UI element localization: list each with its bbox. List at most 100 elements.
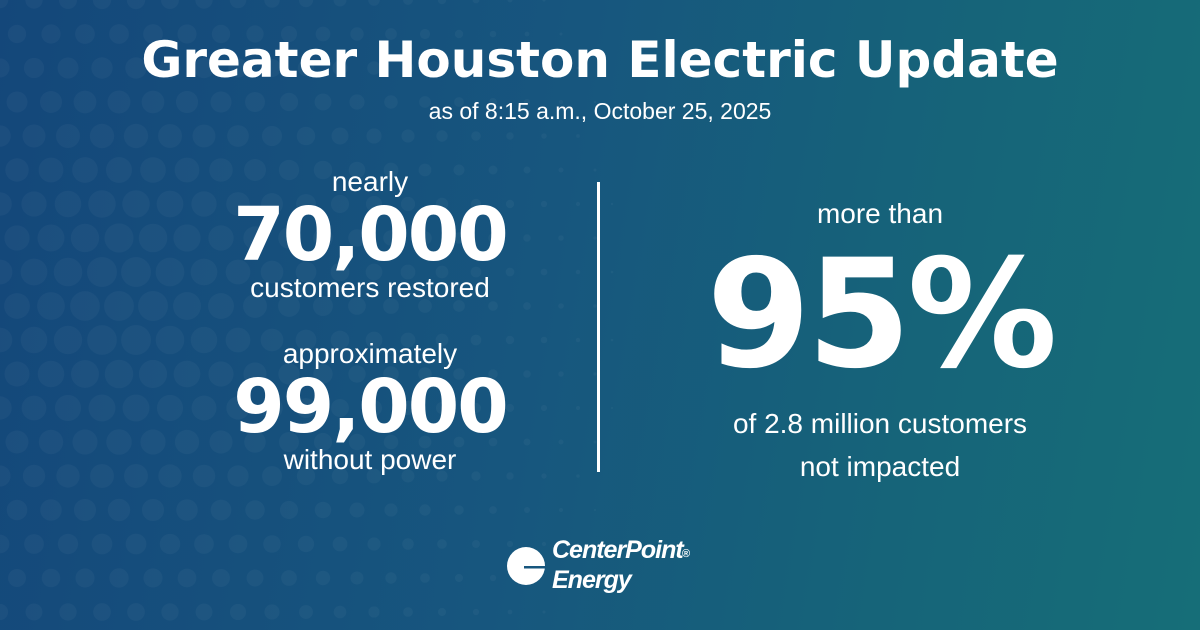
decor-dot xyxy=(122,190,150,218)
decor-dot xyxy=(21,327,48,354)
decor-dot xyxy=(56,464,79,487)
decor-dot xyxy=(212,569,230,587)
decor-dot xyxy=(87,257,117,287)
decor-dot xyxy=(88,190,116,218)
decor-dot xyxy=(121,257,151,287)
decor-dot xyxy=(124,124,148,148)
decor-dot xyxy=(108,499,130,521)
decor-dot xyxy=(0,125,11,147)
decor-dot xyxy=(402,538,414,550)
decor-dot xyxy=(316,571,330,585)
decor-dot xyxy=(56,124,80,148)
decor-dot xyxy=(123,395,150,422)
decor-dot xyxy=(385,572,396,583)
decor-dot xyxy=(245,500,265,520)
decor-dot xyxy=(229,535,248,554)
decor-dot xyxy=(70,291,100,321)
decor-dot xyxy=(160,534,181,555)
decor-dot xyxy=(0,465,11,486)
decor-dot xyxy=(23,465,45,487)
stat-without-power-qualifier: approximately xyxy=(282,338,458,369)
decor-dot xyxy=(454,505,464,515)
decor-dot xyxy=(90,464,114,488)
logo-orb-icon xyxy=(507,547,546,585)
decor-dot xyxy=(490,575,496,581)
decor-dot xyxy=(59,0,77,9)
decor-dot xyxy=(508,0,513,3)
logo-registered-mark: ® xyxy=(682,548,691,560)
decor-dot xyxy=(8,569,26,587)
decor-dot xyxy=(489,506,497,514)
decor-dot xyxy=(230,0,247,8)
decor-dot xyxy=(0,260,12,285)
decor-dot xyxy=(92,534,113,555)
decor-dot xyxy=(472,540,480,548)
decor-dot xyxy=(38,225,65,252)
decor-dot xyxy=(351,572,364,585)
decor-dot xyxy=(121,325,151,355)
decor-dot xyxy=(281,570,297,586)
decor-dot xyxy=(438,0,446,4)
decor-dot xyxy=(104,291,134,321)
decor-dot xyxy=(0,328,12,353)
decor-dot xyxy=(368,606,379,617)
decor-dot xyxy=(0,0,8,8)
decor-dot xyxy=(0,535,9,554)
decor-dot xyxy=(38,361,65,388)
decor-dot xyxy=(6,431,29,454)
decor-dot xyxy=(230,604,246,620)
decor-dot xyxy=(89,395,116,422)
decor-dot xyxy=(524,507,530,513)
decor-dot xyxy=(54,258,83,287)
decor-dot xyxy=(332,128,349,145)
decor-dot xyxy=(299,0,313,7)
stat-restored: nearly 70,000 customers restored xyxy=(150,166,590,304)
decor-dot xyxy=(333,537,348,552)
decor-dot xyxy=(54,326,82,354)
decor-dot xyxy=(127,0,145,9)
decor-dot xyxy=(576,134,580,138)
stat-not-impacted-label: of 2.8 million customers not impacted xyxy=(650,402,1110,489)
logo-text-line2: Energy xyxy=(552,566,632,594)
stat-restored-label: customers restored xyxy=(250,272,490,304)
decor-dot xyxy=(39,158,64,183)
stat-not-impacted-label-line2: not impacted xyxy=(799,451,961,483)
decor-dot xyxy=(0,604,8,620)
decor-dot xyxy=(74,499,96,521)
stat-not-impacted-label-line1: of 2.8 million customers xyxy=(732,408,1028,439)
decor-dot xyxy=(227,125,249,147)
decor-dot xyxy=(126,534,147,555)
decor-dot xyxy=(473,609,479,615)
logo-text-line1: CenterPoint xyxy=(552,536,684,564)
stat-without-power-label: without power xyxy=(283,444,457,476)
decor-dot xyxy=(158,124,182,148)
page-title: Greater Houston Electric Update xyxy=(141,31,1059,89)
decor-dot xyxy=(176,499,198,521)
decor-dot xyxy=(161,603,178,620)
page-subtitle: as of 8:15 a.m., October 25, 2025 xyxy=(428,98,772,124)
decor-dot xyxy=(403,607,413,617)
decor-dot xyxy=(59,603,76,620)
decor-dot xyxy=(438,608,446,616)
decor-dot xyxy=(611,339,614,342)
decor-dot xyxy=(506,132,514,140)
stat-restored-qualifier: nearly xyxy=(331,166,409,197)
decor-dot xyxy=(543,611,546,614)
decor-dot xyxy=(26,604,43,621)
decor-dot xyxy=(5,362,30,387)
decor-dot xyxy=(419,504,430,515)
decor-dot xyxy=(109,568,128,587)
decor-dot xyxy=(124,464,148,488)
decor-dot xyxy=(471,131,481,141)
decor-dot xyxy=(264,604,279,619)
decor-dot xyxy=(436,130,447,141)
decor-dot xyxy=(4,225,29,250)
decor-dot xyxy=(420,573,430,583)
decor-dot xyxy=(368,0,380,6)
decor-dot xyxy=(127,603,145,621)
decor-dot xyxy=(196,604,213,621)
decor-dot xyxy=(541,133,547,139)
decor-dot xyxy=(72,429,97,454)
decor-dot xyxy=(334,0,347,7)
